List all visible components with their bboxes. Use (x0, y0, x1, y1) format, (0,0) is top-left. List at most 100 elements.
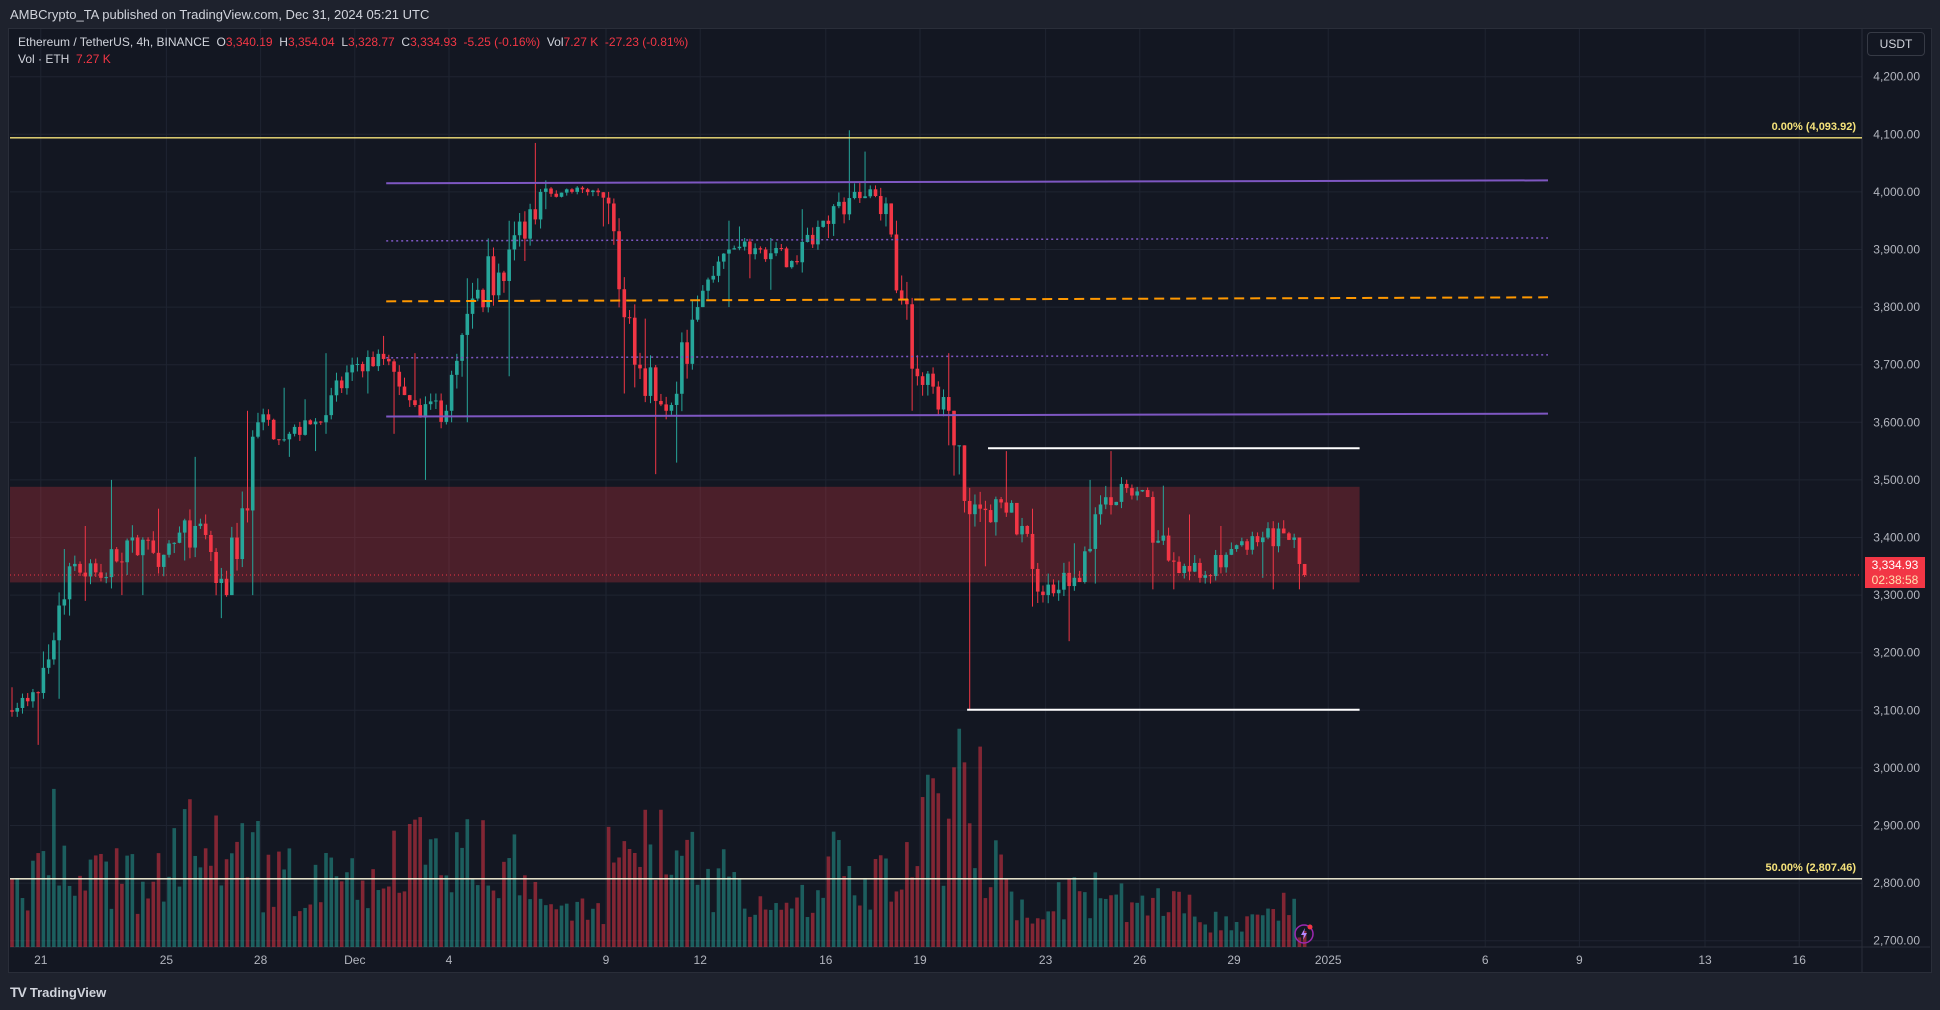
volume-bar (1015, 920, 1019, 947)
candle-body (1020, 525, 1024, 535)
candle-body (120, 561, 124, 563)
volume-bar (915, 866, 920, 947)
volume-bar (224, 859, 229, 947)
volume-bar (303, 907, 307, 947)
volume-bar (73, 895, 77, 947)
candle-body (434, 400, 438, 402)
candle-body (1083, 551, 1087, 582)
candle-body (371, 357, 375, 367)
price-axis: 4,200.00 4,100.00 4,000.00 3,900.00 3,800.00… (1873, 70, 1920, 948)
symbol-name[interactable]: Ethereum / TetherUS, 4h, BINANCE (18, 35, 210, 49)
vol-label: Vol (546, 35, 564, 49)
last-price: 3,334.93 (1871, 558, 1919, 572)
candle-body (52, 640, 56, 660)
time-tick-label: 28 (254, 953, 268, 967)
volume-bar (1187, 894, 1192, 947)
volume-bar (104, 861, 109, 947)
candle-body (135, 537, 140, 556)
candle-body (114, 549, 119, 562)
volume-bar (177, 886, 182, 947)
candle-body (559, 192, 564, 197)
candle-body (612, 203, 616, 232)
lightning-icon[interactable] (1294, 924, 1314, 944)
candle-body (230, 537, 234, 596)
footer-brand[interactable]: TV TradingView (10, 984, 106, 1000)
candle-body (564, 189, 569, 193)
volume-bar (852, 895, 857, 947)
candle-body (209, 534, 213, 553)
candle-body (805, 234, 810, 242)
volume-bar (889, 901, 894, 947)
volume-bar (271, 906, 276, 947)
candle-body (1182, 565, 1187, 574)
volume-bar (250, 832, 255, 947)
volume-bar (810, 912, 815, 947)
price-tick-label: 3,800.00 (1873, 300, 1920, 314)
volume-bar (758, 896, 763, 947)
volume-bar (1266, 908, 1270, 947)
volume-series-name[interactable]: Vol · ETH (18, 52, 70, 66)
volume-bar (999, 854, 1003, 947)
volume-bar (585, 919, 590, 947)
last-price-label: 3,334.93 02:38:58 (1865, 557, 1925, 588)
time-tick-label: 9 (603, 953, 610, 967)
vol-change: -27.23 (-0.81%) (604, 35, 689, 49)
candle-body (214, 552, 218, 583)
volume-bar (1281, 892, 1286, 947)
volume-bar (528, 899, 532, 947)
candle-body (1203, 575, 1208, 578)
volume-bar (318, 902, 323, 947)
candle-body (266, 414, 271, 420)
time-tick-label: 23 (1039, 953, 1053, 967)
candle-body (292, 426, 297, 434)
candle-body (1119, 483, 1124, 502)
candle-body (591, 190, 595, 193)
volume-bar (1004, 878, 1009, 947)
candle-body (1172, 560, 1176, 562)
volume-bar (946, 818, 951, 947)
candle-body (31, 692, 35, 702)
volume-bar (1208, 932, 1213, 947)
volume-bar (716, 868, 721, 947)
volume-bar (601, 924, 606, 947)
volume-bar (1234, 922, 1239, 947)
candle-body (177, 532, 182, 543)
volume-bar (701, 878, 705, 947)
candle-body (167, 543, 171, 555)
candle-body (1093, 514, 1098, 549)
candle-body (470, 298, 475, 314)
currency-button[interactable]: USDT (1867, 32, 1925, 56)
candle-body (465, 313, 470, 335)
candle-body (1260, 537, 1265, 543)
candle-body (711, 275, 716, 280)
candle-body (638, 364, 642, 369)
volume-bar (936, 793, 941, 947)
candle-body (1276, 528, 1281, 547)
volume-bar (1224, 916, 1228, 947)
candle-body (653, 367, 658, 401)
volume-bar (1177, 891, 1181, 947)
volume-bar (674, 850, 679, 947)
volume-bar (93, 855, 98, 947)
volume-bar (800, 884, 805, 947)
volume-bar (1030, 923, 1035, 947)
candle-body (957, 445, 962, 447)
candle-body (324, 415, 328, 423)
time-tick-label: 19 (913, 953, 927, 967)
candle-body (387, 358, 391, 362)
volume-bar (1114, 894, 1119, 947)
candle-body (360, 364, 365, 372)
candle-body (1046, 584, 1051, 596)
volume-bar (277, 851, 281, 947)
volume-bar (460, 847, 464, 947)
volume-bar (737, 878, 742, 947)
volume-bar (648, 844, 653, 947)
change-value: -5.25 (-0.16%) (463, 35, 541, 49)
candle-body (88, 563, 93, 577)
candle-body (355, 364, 360, 366)
volume-bar (512, 834, 517, 947)
candle-body (475, 289, 480, 299)
volume-bar (329, 857, 334, 947)
volume-bar (371, 869, 375, 947)
